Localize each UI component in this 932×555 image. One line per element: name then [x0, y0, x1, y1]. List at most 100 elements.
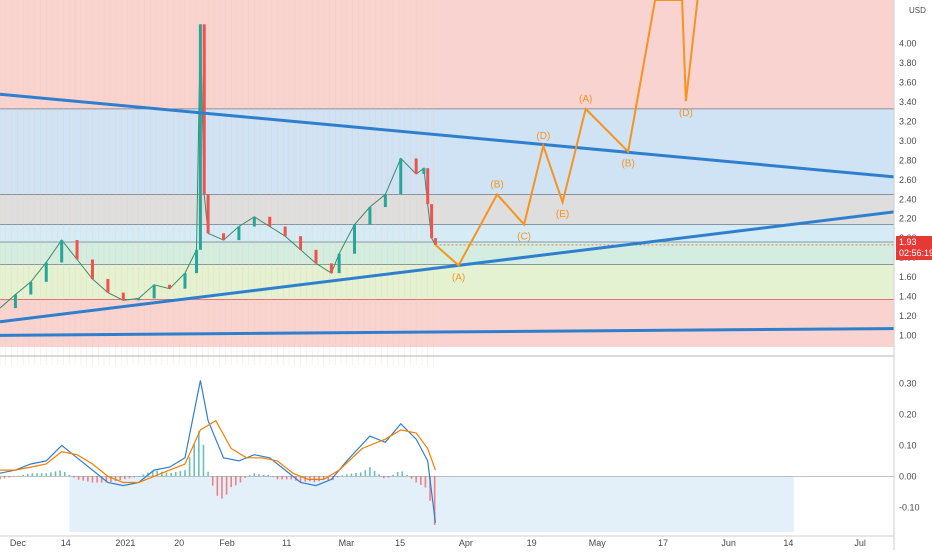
histogram-bar [387, 476, 390, 478]
histogram-bar [373, 470, 376, 477]
histogram-bar [272, 476, 274, 477]
histogram-bar [216, 476, 219, 496]
histogram-bar [40, 473, 43, 477]
price-tick-label: 1.40 [899, 291, 917, 301]
histogram-bar [0, 476, 1, 480]
histogram-bar [63, 472, 66, 477]
price-tick-label: 2.40 [899, 194, 917, 204]
histogram-bar [369, 467, 371, 477]
zone-band-4 [0, 242, 894, 265]
histogram-bar [424, 476, 427, 488]
price-tick-label: 1.20 [899, 311, 917, 321]
time-tick-label: 2021 [115, 538, 135, 548]
histogram-bar [304, 476, 306, 482]
histogram-bar [91, 476, 94, 483]
price-candle [368, 207, 372, 225]
trendline-upper [0, 92, 895, 179]
price-tick-label: 2.20 [899, 214, 917, 224]
histogram-bar [207, 471, 209, 477]
histogram-bar [281, 476, 283, 480]
histogram-bar [415, 476, 417, 483]
time-tick-label: 11 [282, 538, 291, 548]
histogram-bar [26, 473, 29, 477]
price-candle [414, 158, 418, 174]
time-tick-label: Dec [10, 538, 27, 548]
histogram-bar [8, 476, 11, 478]
histogram-bar [156, 470, 159, 477]
zone-band-6 [0, 299, 894, 347]
zone-band-2 [0, 194, 894, 225]
histogram-bar [396, 472, 399, 477]
time-tick-label: 17 [658, 538, 668, 548]
price-tick-label: 4.00 [899, 39, 917, 49]
price-candle [299, 236, 303, 250]
histogram-bar [151, 470, 154, 477]
histogram-bar [165, 472, 168, 477]
macd-line [0, 380, 436, 523]
price-tick-label: 3.80 [899, 58, 917, 68]
price-tick-label: 1.00 [899, 330, 917, 340]
histogram-bar [31, 473, 34, 477]
histogram-bar [59, 470, 61, 477]
histogram-bar [276, 476, 279, 480]
oscillator-tick-label: 0.20 [899, 409, 917, 419]
price-candle [337, 253, 341, 274]
wave-label: (D) [679, 108, 693, 119]
price-candle [13, 294, 17, 309]
histogram-bar [100, 476, 103, 483]
price-axis-background [895, 0, 932, 550]
wave-label: (E) [556, 209, 569, 220]
price-candle [383, 194, 387, 208]
price-candle [90, 259, 94, 279]
time-tick-label: 14 [61, 538, 71, 548]
level-layer [0, 108, 894, 300]
trendline-lower [0, 210, 895, 324]
histogram-bar [225, 476, 228, 495]
oscillator-projection-zone [69, 476, 794, 532]
price-candle [252, 216, 256, 227]
histogram-bar [13, 476, 15, 477]
histogram-bar [193, 444, 196, 477]
price-candle [353, 224, 357, 254]
price-candle [237, 226, 241, 241]
histogram-bar [142, 474, 145, 477]
signal-line [0, 419, 436, 484]
price-candle [29, 281, 33, 295]
histogram-bar [77, 476, 80, 480]
price-tick-label: 3.60 [899, 78, 917, 88]
histogram-bar [221, 476, 223, 499]
histogram-bar [82, 476, 85, 481]
price-candle [422, 168, 426, 174]
wave-label: (D) [536, 131, 550, 142]
time-tick-label: 19 [527, 538, 537, 548]
time-tick-label: Apr [459, 538, 473, 548]
time-tick-label: Jul [854, 538, 866, 548]
price-tick-label: 3.40 [899, 97, 917, 107]
histogram-bar [359, 472, 362, 477]
price-candle [329, 263, 333, 274]
wave-label: (B) [490, 179, 503, 190]
price-candle [198, 24, 202, 250]
histogram-bar [290, 476, 293, 480]
histogram-bar [114, 476, 117, 481]
price-candle [426, 168, 430, 205]
histogram-bar [133, 476, 135, 478]
time-tick-label: 15 [395, 538, 405, 548]
zone-layer [0, 0, 894, 347]
histogram-bar [285, 476, 288, 480]
histogram-bar [198, 431, 200, 477]
zone-band-5 [0, 264, 894, 300]
oscillator-pane [0, 355, 894, 532]
time-tick-label: 14 [783, 538, 793, 548]
histogram-bar [433, 476, 436, 525]
histogram-bar [211, 476, 214, 486]
histogram-bar [73, 476, 75, 478]
time-tick-label: May [589, 538, 607, 548]
price-candle [75, 240, 79, 260]
oscillator-tick-label: 0.00 [899, 471, 917, 481]
histogram-bar [239, 476, 242, 483]
price-candle [222, 233, 225, 241]
price-line [0, 24, 436, 309]
histogram-bar [68, 474, 71, 477]
